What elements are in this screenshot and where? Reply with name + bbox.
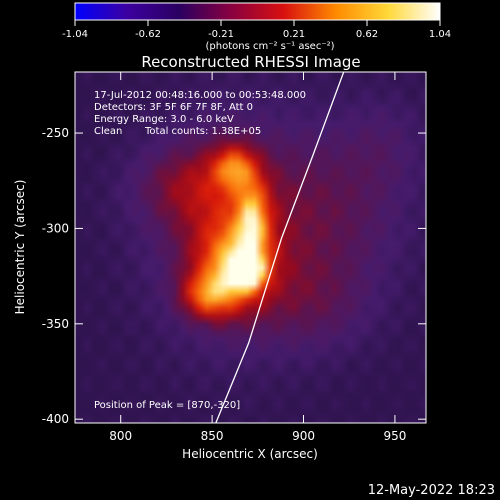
y-tick-label: -250: [42, 126, 69, 140]
x-axis-label: Heliocentric X (arcsec): [182, 447, 318, 461]
plot-frame: [74, 71, 427, 424]
y-axis: -250 -300 -350 -400: [42, 126, 426, 426]
x-tick-label: 950: [383, 429, 406, 443]
chart-title: Reconstructed RHESSI Image: [141, 53, 360, 71]
colorbar-tick-label: 0.62: [356, 29, 378, 40]
heatmap-image: [75, 72, 426, 423]
footer-timestamp: 12-May-2022 18:23: [368, 483, 495, 498]
colorbar: [74, 2, 441, 21]
annotation-method: Clean: [94, 126, 122, 137]
annotation-time-range: 17-Jul-2012 00:48:16.000 to 00:53:48.000: [94, 90, 306, 101]
y-tick-label: -350: [42, 317, 69, 331]
colorbar-tick-label: -0.62: [135, 29, 161, 40]
annotation-counts: Total counts: 1.38E+05: [144, 126, 261, 137]
x-tick-label: 900: [292, 429, 315, 443]
annotation-detectors: Detectors: 3F 5F 6F 7F 8F, Att 0: [94, 102, 253, 113]
colorbar-tick-label: -0.21: [208, 29, 234, 40]
x-tick-label: 800: [109, 429, 132, 443]
x-tick-label: 850: [201, 429, 224, 443]
y-tick-label: -400: [42, 412, 69, 426]
colorbar-tick-label: 0.21: [283, 29, 305, 40]
colorbar-tick-label: 1.04: [429, 29, 451, 40]
solar-limb-line: [215, 72, 345, 423]
x-axis: 800 850 900 950: [109, 72, 406, 443]
annotation-peak: Position of Peak = [870,-320]: [94, 400, 240, 411]
y-axis-label: Heliocentric Y (arcsec): [13, 180, 27, 315]
y-tick-label: -300: [42, 221, 69, 235]
colorbar-tick-label: -1.04: [62, 29, 88, 40]
colorbar-ticks: -1.04 -0.62 -0.21 0.21 0.62 1.04: [62, 20, 451, 40]
colorbar-units: (photons cm⁻² s⁻¹ asec⁻²): [205, 41, 334, 52]
annotation-energy: Energy Range: 3.0 - 6.0 keV: [94, 114, 234, 125]
